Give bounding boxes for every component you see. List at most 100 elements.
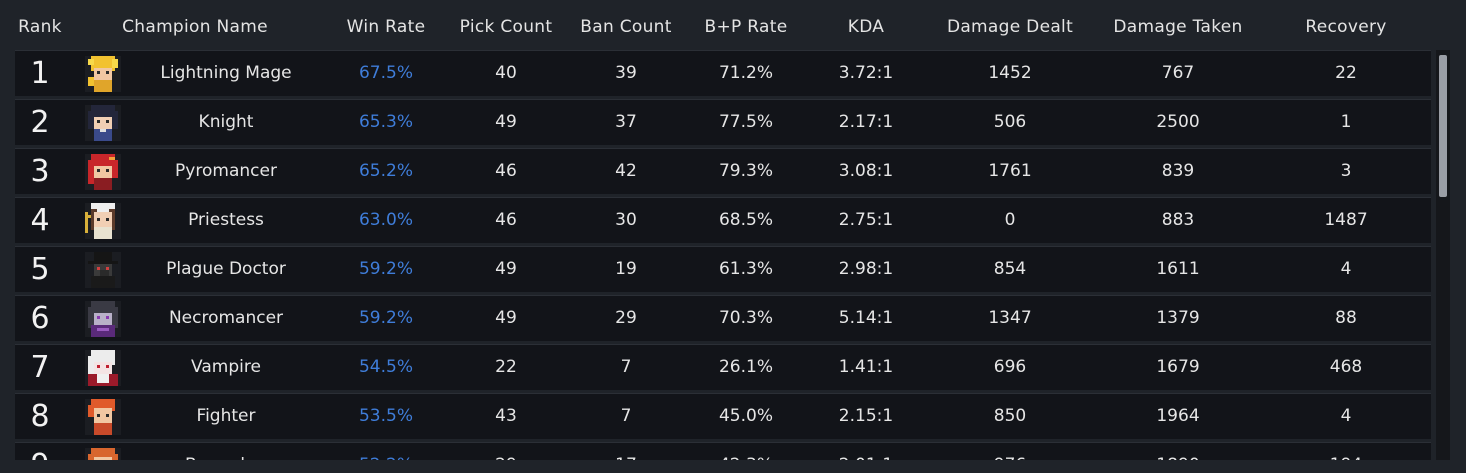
pick-count: 46	[495, 161, 517, 181]
bp-rate: 61.3%	[718, 259, 774, 279]
champion-name[interactable]: Priestess	[188, 210, 264, 230]
pick-count: 22	[495, 357, 517, 377]
rank-number: 8	[30, 399, 50, 434]
vampire-portrait-icon	[85, 350, 121, 386]
champion-name[interactable]: Berserker	[185, 443, 267, 460]
damage-dealt: 1452	[988, 63, 1032, 83]
lightning-mage-portrait-icon	[85, 56, 121, 92]
rank-number: 5	[30, 252, 50, 287]
damage-dealt: 854	[993, 259, 1027, 279]
ban-count: 30	[615, 210, 637, 230]
damage-taken: 1679	[1156, 357, 1200, 377]
rank-number: 4	[30, 203, 50, 238]
bp-rate: 79.3%	[718, 161, 774, 181]
rank-number: 3	[30, 154, 50, 189]
header-recovery[interactable]: Recovery	[1305, 17, 1387, 37]
header-win-rate[interactable]: Win Rate	[346, 17, 426, 37]
kda: 2.15:1	[838, 406, 894, 426]
ban-count: 37	[615, 112, 637, 132]
header-bp-rate[interactable]: B+P Rate	[704, 17, 788, 37]
recovery: 3	[1340, 161, 1352, 181]
header-pick-count[interactable]: Pick Count	[459, 17, 553, 37]
pick-count: 49	[495, 308, 517, 328]
table-row[interactable]: 6 Necromancer 59.2% 49 29 70.3% 5.14:1	[15, 295, 1431, 341]
champion-name[interactable]: Lightning Mage	[160, 63, 292, 83]
damage-dealt: 1347	[988, 308, 1032, 328]
table-body[interactable]: 1 Lightning Mage 67.5% 40 39 71.2% 3.72:…	[15, 50, 1431, 460]
table-row[interactable]: 5 Plague Doctor 59.2% 49 19 61.3% 2.98:1…	[15, 246, 1431, 292]
kda: 2.98:1	[838, 259, 894, 279]
kda: 5.14:1	[838, 308, 894, 328]
table-row[interactable]: 9 Berserker 52.2% 29 17 42.3% 2.01:1 976…	[15, 442, 1431, 460]
pick-count: 46	[495, 210, 517, 230]
recovery: 1487	[1324, 210, 1368, 230]
champion-name[interactable]: Fighter	[196, 406, 256, 426]
damage-taken: 1964	[1156, 406, 1200, 426]
panel-bottom-edge	[0, 460, 1466, 473]
win-rate: 59.2%	[358, 259, 414, 279]
bp-rate: 42.3%	[719, 443, 773, 460]
pick-count: 49	[495, 112, 517, 132]
table-row[interactable]: 2 Knight 65.3% 49 37 77.5% 2.17:1 506	[15, 99, 1431, 145]
win-rate: 54.5%	[358, 357, 414, 377]
ban-count: 7	[620, 406, 632, 426]
pick-count: 43	[495, 406, 517, 426]
ban-count: 7	[620, 357, 632, 377]
damage-dealt: 976	[994, 443, 1026, 460]
ban-count: 19	[615, 259, 637, 279]
plague-doctor-portrait-icon	[85, 252, 121, 288]
ban-count: 39	[615, 63, 637, 83]
champion-name[interactable]: Pyromancer	[175, 161, 277, 181]
damage-dealt: 0	[1004, 210, 1016, 230]
scrollbar-thumb[interactable]	[1439, 55, 1447, 197]
damage-taken: 839	[1161, 161, 1195, 181]
bp-rate: 70.3%	[718, 308, 774, 328]
pyromancer-portrait-icon	[85, 154, 121, 190]
table-row[interactable]: 8 Fighter 53.5% 43 7 45.0% 2.15:1 850 19…	[15, 393, 1431, 439]
header-ban-count[interactable]: Ban Count	[580, 17, 672, 37]
recovery: 1	[1340, 112, 1352, 132]
win-rate: 52.2%	[359, 443, 413, 460]
kda: 2.01:1	[839, 443, 893, 460]
header-champion-name[interactable]: Champion Name	[122, 17, 268, 37]
kda: 3.72:1	[838, 63, 894, 83]
bp-rate: 71.2%	[718, 63, 774, 83]
header-damage-dealt[interactable]: Damage Dealt	[946, 17, 1074, 37]
champion-name[interactable]: Plague Doctor	[166, 259, 286, 279]
fighter-portrait-icon	[85, 399, 121, 435]
damage-taken: 1890	[1156, 443, 1199, 460]
header-rank[interactable]: Rank	[18, 17, 62, 37]
table-row[interactable]: 1 Lightning Mage 67.5% 40 39 71.2% 3.72:…	[15, 50, 1431, 96]
damage-dealt: 506	[993, 112, 1027, 132]
priestess-portrait-icon	[85, 203, 121, 239]
header-damage-taken[interactable]: Damage Taken	[1113, 17, 1243, 37]
recovery: 4	[1340, 259, 1352, 279]
champion-name[interactable]: Vampire	[191, 357, 261, 377]
kda: 2.75:1	[838, 210, 894, 230]
win-rate: 59.2%	[358, 308, 414, 328]
recovery: 4	[1340, 406, 1352, 426]
recovery: 468	[1329, 357, 1363, 377]
kda: 1.41:1	[838, 357, 894, 377]
table-header: Rank Champion Name Win Rate Pick Count B…	[0, 0, 1466, 48]
necromancer-portrait-icon	[85, 301, 121, 337]
table-row[interactable]: 4 Priestess 63.0% 46 30 68.5% 2.7	[15, 197, 1431, 243]
header-kda[interactable]: KDA	[847, 17, 885, 37]
table-row[interactable]: 7 Vampire 54.5% 22 7 26.1% 1.41:1 696 16…	[15, 344, 1431, 390]
bp-rate: 26.1%	[718, 357, 774, 377]
champion-name[interactable]: Necromancer	[168, 308, 284, 328]
kda: 3.08:1	[838, 161, 894, 181]
rank-number: 1	[30, 56, 50, 91]
table-row[interactable]: 3 Pyromancer 65.2% 46 42 79.3% 3.08:1	[15, 148, 1431, 194]
win-rate: 65.2%	[358, 161, 414, 181]
damage-dealt: 1761	[988, 161, 1032, 181]
pick-count: 40	[495, 63, 517, 83]
damage-dealt: 696	[993, 357, 1027, 377]
kda: 2.17:1	[838, 112, 894, 132]
bp-rate: 68.5%	[718, 210, 774, 230]
damage-taken: 883	[1161, 210, 1195, 230]
ban-count: 42	[615, 161, 637, 181]
bp-rate: 45.0%	[718, 406, 774, 426]
champion-name[interactable]: Knight	[198, 112, 254, 132]
recovery: 88	[1335, 308, 1357, 328]
